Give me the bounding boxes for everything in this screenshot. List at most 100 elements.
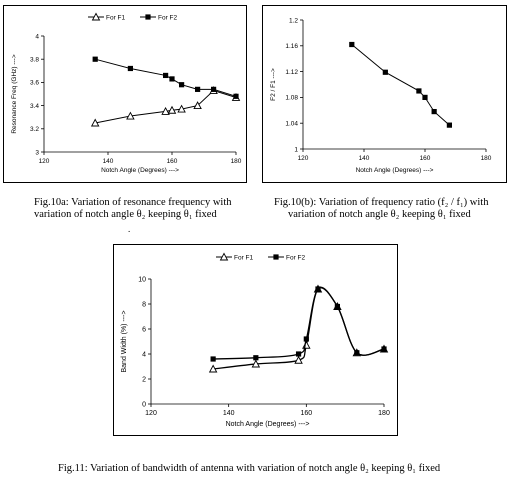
caption-fig10b-line1: Fig.10(b): Variation of frequency ratio … [274, 197, 489, 208]
chart-10a: 120 140 160 180 3 3.2 3.4 3.6 3.8 4 Notch Angle (D… [11, 12, 242, 174]
legend-marker [273, 254, 279, 260]
caption-fig10b-line2: variation of notch angle θ₂ keeping θ₁ f… [288, 209, 471, 220]
x-tick-label: 180 [378, 410, 390, 417]
legend-marker [145, 14, 151, 20]
data-point [303, 336, 309, 342]
data-point [208, 364, 218, 373]
caption-fig10a: Fig.10a: Variation of resonance frequenc… [34, 197, 264, 221]
y-tick-label: 3.8 [30, 57, 39, 64]
y-tick-label: 2 [142, 376, 146, 383]
x-axis-label: Notch Angle (Degrees) ---> [101, 167, 179, 174]
legend: For F1 For F2 [88, 12, 178, 21]
x-tick-label: 160 [300, 410, 312, 417]
y-tick-label: 3.2 [30, 126, 39, 133]
y-tick-label: 4 [35, 33, 39, 40]
data-point [127, 65, 133, 72]
legend-marker [91, 12, 101, 21]
x-tick-label: 120 [298, 155, 309, 162]
data-point [169, 76, 175, 82]
y-tick-label: 1.08 [285, 95, 298, 102]
y-tick-label: 1.12 [285, 69, 298, 76]
data-point [251, 359, 261, 368]
caption-fig11-line: Fig.11: Variation of bandwidth of antenn… [58, 463, 441, 474]
y-tick-label: 3 [35, 149, 39, 156]
series-2 [92, 56, 239, 99]
y-axis-label: F2 / F1 ---> [270, 68, 277, 101]
data-point [315, 286, 321, 292]
x-axis-label: Notch Angle (Degrees) ---> [226, 421, 310, 428]
x-tick-label: 180 [231, 158, 242, 165]
y-tick-label: 3.4 [30, 103, 39, 110]
y-axis-label: Resonance Freq (GHz) ---> [11, 54, 18, 133]
caption-fig10b: Fig.10(b): Variation of frequency ratio … [274, 197, 510, 221]
data-point [126, 111, 135, 120]
data-point [179, 82, 185, 88]
data-point [354, 350, 360, 356]
y-tick-label: 4 [142, 351, 146, 358]
y-axis-label: Band Width (%) ---> [121, 310, 128, 372]
data-point [167, 105, 177, 114]
y-tick-label: 8 [142, 301, 146, 308]
data-point [416, 88, 422, 94]
series-1 [349, 41, 452, 128]
caption-fig11: Fig.11: Variation of bandwidth of antenn… [58, 463, 498, 475]
chart-11: 120 140 160 180 0 2 4 6 8 10 Notch Angle (Degrees)… [121, 252, 390, 428]
data-point [195, 86, 201, 92]
y-tick-label: 1.04 [285, 121, 298, 128]
data-point [446, 122, 452, 128]
legend-label: For F2 [286, 254, 306, 261]
stray-mark: . [128, 224, 131, 234]
data-point [253, 355, 259, 361]
data-point [431, 108, 437, 115]
data-point [193, 101, 202, 110]
y-tick-label: 6 [142, 326, 146, 333]
x-tick-label: 120 [39, 158, 50, 165]
series-line [95, 58, 237, 97]
y-tick-label: 1.2 [289, 17, 298, 24]
data-point [177, 104, 186, 113]
series-2 [210, 286, 387, 362]
legend-marker [219, 252, 229, 261]
data-point [90, 118, 100, 127]
y-tick-label: 1.16 [285, 43, 298, 50]
legend: For F1 For F2 [216, 252, 306, 261]
y-tick-label: 0 [142, 401, 146, 408]
y-tick-label: 10 [138, 276, 146, 283]
x-tick-label: 140 [359, 155, 370, 162]
chart-11-panel: 120 140 160 180 0 2 4 6 8 10 Notch Angle (Degrees)… [113, 244, 398, 436]
x-tick-label: 140 [223, 410, 235, 417]
data-point [302, 340, 311, 349]
series-1 [90, 86, 241, 127]
data-point [422, 94, 428, 100]
x-tick-label: 140 [103, 158, 114, 165]
caption-fig10a-line1: Fig.10a: Variation of resonance frequenc… [34, 197, 232, 208]
data-point [381, 346, 387, 352]
data-point [92, 56, 98, 62]
chart-10b-panel: 120 140 160 180 1 1.04 1.08 1.12 1.16 1.2 Notch An… [262, 5, 507, 183]
caption-fig10a-line2: variation of notch angle θ₂ keeping θ₁ f… [34, 209, 217, 220]
x-tick-label: 180 [481, 155, 492, 162]
x-tick-label: 160 [167, 158, 178, 165]
data-point [211, 86, 217, 92]
data-point [295, 351, 302, 357]
data-point [161, 106, 170, 115]
x-axis-label: Notch Angle (Degrees) ---> [356, 167, 434, 174]
legend-label: For F1 [106, 14, 126, 21]
legend-label: For F2 [158, 14, 178, 21]
data-point [233, 93, 239, 99]
y-tick-label: 1 [294, 146, 298, 153]
x-tick-label: 160 [420, 155, 431, 162]
legend-label: For F1 [234, 254, 254, 261]
data-point [349, 41, 355, 48]
data-point [294, 355, 303, 364]
series-line [95, 89, 237, 124]
y-tick-label: 3.6 [30, 80, 39, 87]
chart-10a-panel: 120 140 160 180 3 3.2 3.4 3.6 3.8 4 Notch Angle (D… [3, 5, 247, 183]
data-point [210, 356, 216, 362]
data-point [163, 72, 169, 79]
data-point [382, 69, 388, 75]
data-point [334, 303, 340, 310]
series-line [213, 287, 385, 360]
x-tick-label: 120 [145, 410, 157, 417]
chart-10b: 120 140 160 180 1 1.04 1.08 1.12 1.16 1.2 Notch An… [270, 17, 492, 174]
